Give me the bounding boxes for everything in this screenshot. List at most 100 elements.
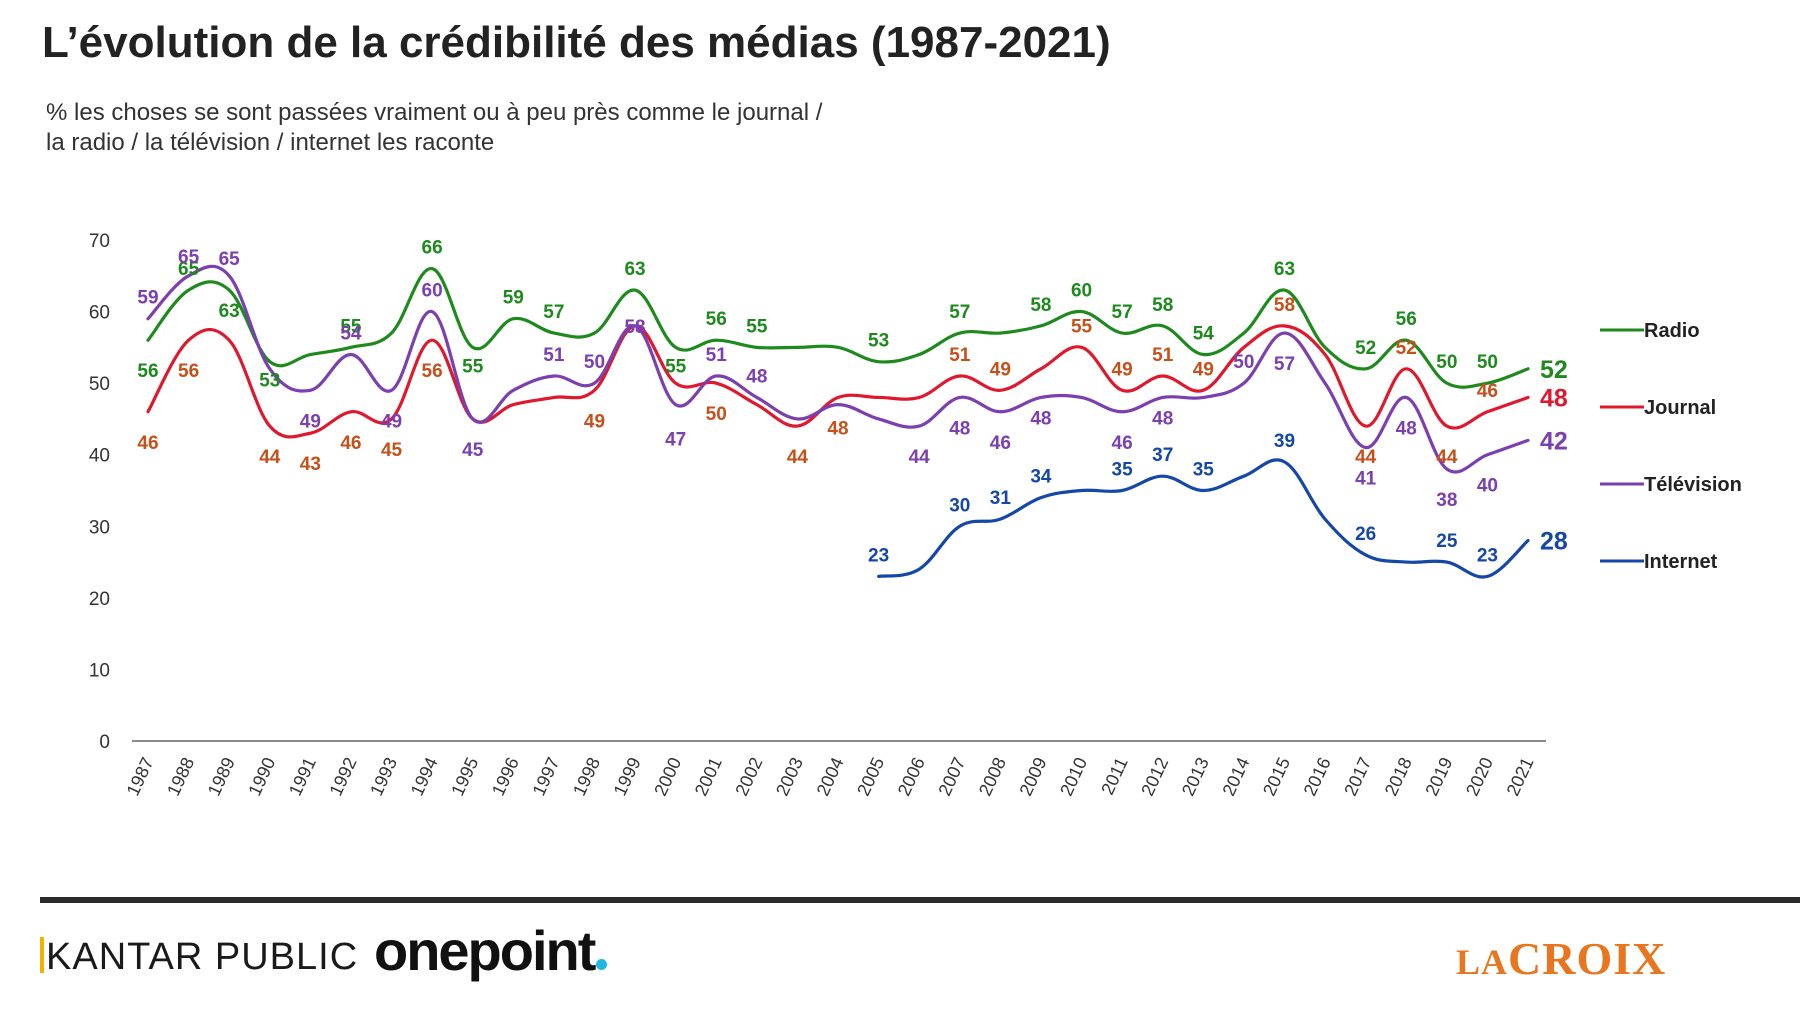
data-label: 42 (1540, 427, 1568, 455)
data-label: 50 (1436, 352, 1457, 373)
data-label: 57 (543, 302, 564, 323)
data-label: 52 (1396, 338, 1417, 359)
series-line-tlvision (146, 264, 1530, 474)
la-croix-logo: LACROIX (1456, 932, 1666, 985)
data-label: 43 (300, 454, 321, 475)
data-label: 34 (1030, 467, 1052, 488)
data-label: 63 (624, 259, 645, 280)
x-tick-label: 1999 (610, 754, 645, 799)
data-label: 56 (1396, 309, 1417, 330)
data-label: 25 (1436, 531, 1458, 552)
data-label: 50 (584, 352, 605, 373)
data-label: 48 (1030, 408, 1051, 429)
data-label: 60 (422, 281, 443, 302)
data-label: 55 (665, 356, 687, 377)
la-croix-logo-croix: CROIX (1508, 933, 1667, 984)
x-axis: 1987 1988 1989 1990 1991 1992 1993 1994 1995 1996… (123, 740, 1546, 799)
x-tick-label: 2019 (1421, 754, 1456, 799)
series-line-journal (146, 324, 1530, 439)
data-label: 65 (178, 247, 200, 268)
y-tick-label: 70 (89, 231, 110, 252)
data-label: 58 (1274, 295, 1295, 316)
x-tick-label: 2004 (813, 754, 848, 799)
series-line-radio (146, 267, 1530, 389)
data-label: 54 (1193, 324, 1215, 345)
x-tick-label: 2005 (853, 754, 888, 799)
x-tick-label: 1990 (244, 754, 279, 799)
data-label: 48 (1396, 418, 1417, 439)
data-label: 52 (1540, 356, 1568, 384)
x-tick-label: 1988 (163, 754, 198, 799)
data-label: 39 (1274, 431, 1295, 452)
y-axis: 0 10 20 30 40 50 60 70 (89, 231, 110, 753)
data-label: 48 (746, 366, 767, 387)
data-label: 66 (422, 238, 443, 259)
x-tick-label: 2010 (1056, 754, 1091, 799)
footer-divider (40, 897, 1800, 903)
kantar-public-logo: KANTAR PUBLIC (40, 936, 358, 979)
y-tick-label: 60 (89, 303, 110, 324)
data-label: 23 (1477, 545, 1498, 566)
data-label: 28 (1540, 528, 1568, 556)
data-label: 51 (1152, 345, 1174, 366)
kantar-logo-text: KANTAR PUBLIC (46, 936, 359, 978)
x-tick-label: 2008 (975, 754, 1010, 799)
data-label: 44 (787, 447, 809, 468)
data-label: 50 (1233, 352, 1254, 373)
x-tick-label: 1997 (528, 754, 563, 799)
x-tick-label: 1992 (326, 754, 361, 799)
data-label: 54 (340, 324, 362, 345)
y-tick-label: 20 (89, 589, 110, 610)
subtitle-line-2: la radio / la télévision / internet les … (46, 129, 495, 156)
x-tick-label: 2012 (1137, 754, 1172, 799)
data-label: 49 (381, 411, 402, 432)
data-label: 31 (990, 488, 1012, 509)
y-tick-label: 30 (89, 517, 110, 538)
data-label: 55 (462, 356, 484, 377)
data-label: 51 (949, 345, 971, 366)
data-label: 45 (462, 440, 484, 461)
x-tick-label: 2011 (1097, 754, 1131, 798)
data-label: 50 (1477, 352, 1498, 373)
x-tick-label: 1994 (407, 754, 442, 799)
x-tick-label: 2007 (934, 754, 969, 799)
data-labels: 56 65 63 53 55 66 55 59 57 63 55 56 55 53 57 58 60 57 58 54… (137, 238, 1567, 567)
line-chart: 0 10 20 30 40 50 60 70 1987 1988 1989 1990 1991 1992… (89, 231, 1742, 799)
onepoint-logo: onepoint (374, 918, 608, 983)
data-label: 51 (543, 345, 565, 366)
data-label: 49 (1193, 359, 1214, 380)
data-label: 63 (219, 301, 240, 322)
x-tick-label: 1993 (366, 754, 401, 799)
data-label: 46 (990, 433, 1011, 454)
data-label: 48 (1152, 408, 1173, 429)
data-label: 53 (259, 371, 280, 392)
data-label: 58 (1030, 295, 1051, 316)
onepoint-logo-dot (596, 959, 608, 970)
data-label: 65 (178, 259, 200, 280)
data-label: 59 (503, 288, 524, 309)
x-tick-label: 1991 (285, 754, 320, 799)
subtitle-line-1: % les choses se sont passées vraiment ou… (46, 99, 823, 126)
data-label: 48 (1540, 384, 1568, 412)
x-tick-label: 2000 (650, 754, 685, 799)
data-label: 44 (259, 447, 281, 468)
x-tick-label: 2014 (1218, 754, 1253, 799)
data-label: 58 (624, 317, 645, 338)
x-tick-label: 1989 (204, 754, 239, 799)
data-label: 46 (1112, 433, 1133, 454)
series-line-internet (876, 458, 1530, 579)
data-label: 48 (949, 418, 970, 439)
data-label: 40 (1477, 476, 1498, 497)
x-tick-label: 2018 (1381, 754, 1416, 799)
data-label: 38 (1436, 490, 1457, 511)
data-label: 37 (1152, 445, 1173, 466)
data-label: 46 (1477, 381, 1498, 402)
x-tick-label: 2015 (1259, 754, 1294, 799)
y-tick-label: 0 (99, 732, 110, 753)
x-tick-label: 1987 (123, 754, 158, 799)
data-label: 23 (868, 545, 889, 566)
x-tick-label: 2016 (1300, 754, 1335, 799)
x-tick-label: 2001 (691, 754, 726, 799)
x-tick-label: 2003 (772, 754, 807, 799)
x-tick-label: 1995 (447, 754, 482, 799)
